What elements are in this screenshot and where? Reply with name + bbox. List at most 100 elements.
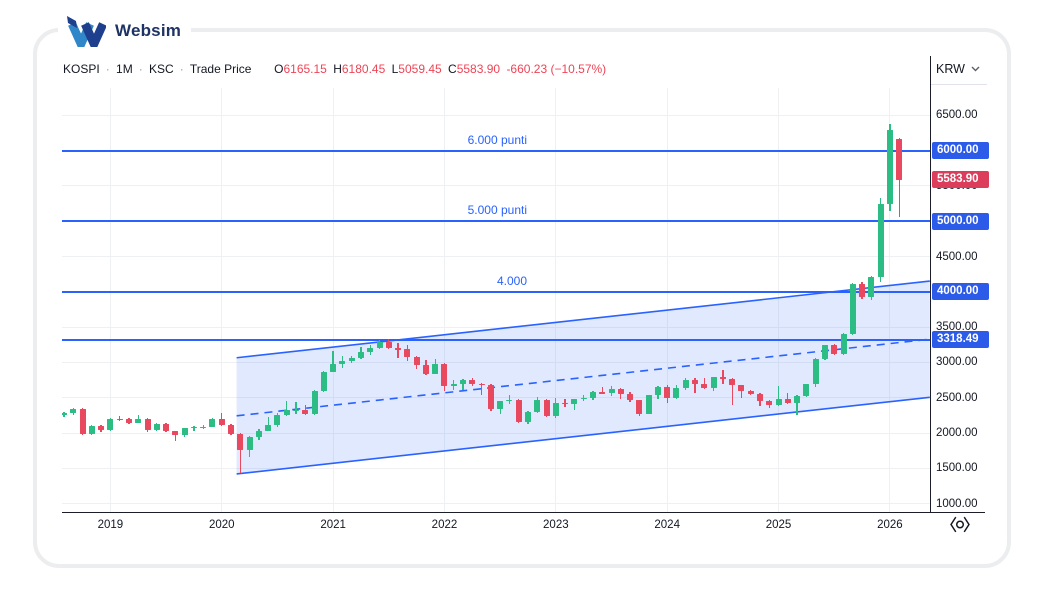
last-price-badge: 5583.90 bbox=[932, 171, 989, 189]
candle bbox=[116, 418, 123, 421]
candle-wick bbox=[573, 398, 576, 411]
axis-settings-icon[interactable] bbox=[948, 515, 972, 534]
currency-separator-line bbox=[931, 84, 987, 85]
candle bbox=[515, 399, 522, 423]
channel-mid-line[interactable] bbox=[236, 338, 930, 417]
candle bbox=[218, 418, 225, 425]
candle bbox=[552, 402, 559, 417]
price-axis-label: 3000.00 bbox=[936, 356, 978, 369]
candle bbox=[487, 384, 494, 410]
candle bbox=[460, 379, 467, 384]
year-label: 2021 bbox=[320, 519, 346, 531]
price-level-badge: 6000.00 bbox=[932, 142, 989, 160]
candle bbox=[766, 400, 773, 405]
price-axis-label: 1000.00 bbox=[936, 497, 978, 510]
legend-low-label: L bbox=[391, 62, 399, 76]
trend-channel[interactable] bbox=[62, 88, 930, 512]
candle bbox=[775, 399, 782, 405]
year-label: 2023 bbox=[543, 519, 569, 531]
candle bbox=[107, 418, 114, 431]
horizontal-gridline bbox=[62, 397, 930, 399]
year-label: 2024 bbox=[654, 519, 680, 531]
candle bbox=[413, 357, 420, 365]
candle bbox=[636, 400, 643, 414]
candle bbox=[190, 426, 197, 429]
candle bbox=[729, 378, 736, 386]
candle bbox=[450, 383, 457, 387]
channel-upper-line[interactable] bbox=[236, 280, 930, 359]
price-level-line[interactable] bbox=[62, 149, 930, 152]
candle bbox=[357, 352, 364, 359]
candle-wick bbox=[239, 433, 241, 473]
candle bbox=[877, 203, 884, 277]
legend-exchange: KSC bbox=[149, 62, 174, 76]
candle bbox=[404, 348, 411, 358]
candle-wick bbox=[703, 378, 705, 390]
price-axis[interactable]: 6500.006000.005500.005000.004500.004000.… bbox=[931, 88, 1011, 512]
candle bbox=[664, 386, 671, 399]
candle bbox=[534, 399, 541, 413]
candle bbox=[293, 409, 299, 412]
legend-open-value: 6165.15 bbox=[283, 62, 327, 76]
price-level-line[interactable] bbox=[62, 338, 930, 341]
legend-separator: · bbox=[138, 62, 143, 76]
websim-logo-text: Websim bbox=[115, 21, 182, 40]
candle bbox=[395, 348, 402, 350]
candle bbox=[246, 436, 253, 451]
candle bbox=[543, 399, 550, 417]
candle bbox=[265, 425, 272, 431]
candle bbox=[886, 130, 893, 204]
candle bbox=[571, 399, 578, 405]
candle bbox=[163, 423, 170, 432]
candle bbox=[255, 430, 262, 437]
price-level-line[interactable] bbox=[62, 220, 930, 223]
candle bbox=[682, 380, 689, 388]
candle bbox=[79, 408, 86, 435]
candle-wick bbox=[286, 400, 288, 417]
candle bbox=[181, 428, 188, 436]
candle bbox=[580, 397, 587, 400]
channel-lower-line[interactable] bbox=[236, 396, 930, 475]
price-level-badge: 3318.49 bbox=[932, 331, 989, 349]
plot-area[interactable]: 6.000 punti 5.000 punti 4.000 bbox=[62, 88, 930, 512]
candle bbox=[348, 358, 355, 362]
candle bbox=[441, 364, 448, 387]
candle-wick bbox=[480, 382, 483, 395]
candle-wick bbox=[174, 430, 176, 441]
candle bbox=[710, 376, 717, 389]
year-label: 2020 bbox=[208, 519, 235, 531]
candle bbox=[738, 385, 745, 391]
price-level-line[interactable] bbox=[62, 290, 930, 293]
candle bbox=[339, 361, 346, 365]
candle-wick bbox=[796, 395, 798, 415]
websim-logo[interactable]: Websim bbox=[58, 12, 192, 50]
candle bbox=[311, 391, 318, 414]
candle bbox=[135, 418, 142, 424]
candle bbox=[859, 283, 866, 297]
candle bbox=[784, 399, 791, 403]
legend-separator: · bbox=[105, 62, 110, 76]
time-axis[interactable]: 2019 2020 2021 2022 2023 2024 2025 2026 bbox=[0, 512, 1047, 542]
currency-selector[interactable]: KRW bbox=[936, 62, 980, 76]
candle-wick bbox=[740, 384, 743, 399]
horizontal-gridline bbox=[62, 256, 930, 257]
candle bbox=[896, 138, 903, 180]
horizontal-gridline bbox=[62, 326, 930, 328]
chevron-down-icon bbox=[971, 66, 980, 72]
candle bbox=[70, 408, 77, 414]
candle bbox=[673, 387, 680, 399]
candle-wick bbox=[564, 398, 566, 407]
candle bbox=[274, 415, 281, 426]
price-axis-label: 2500.00 bbox=[936, 391, 978, 404]
candle bbox=[803, 384, 810, 396]
candle bbox=[209, 418, 216, 427]
candle-wick bbox=[267, 417, 269, 432]
candle bbox=[88, 426, 95, 435]
currency-label: KRW bbox=[936, 62, 965, 76]
horizontal-gridline bbox=[62, 432, 930, 434]
legend-interval[interactable]: 1M bbox=[116, 62, 133, 76]
legend-symbol[interactable]: KOSPI bbox=[63, 62, 100, 76]
legend-high-label: H bbox=[333, 62, 342, 76]
candle-wick bbox=[601, 387, 603, 394]
vertical-gridline bbox=[778, 88, 780, 512]
